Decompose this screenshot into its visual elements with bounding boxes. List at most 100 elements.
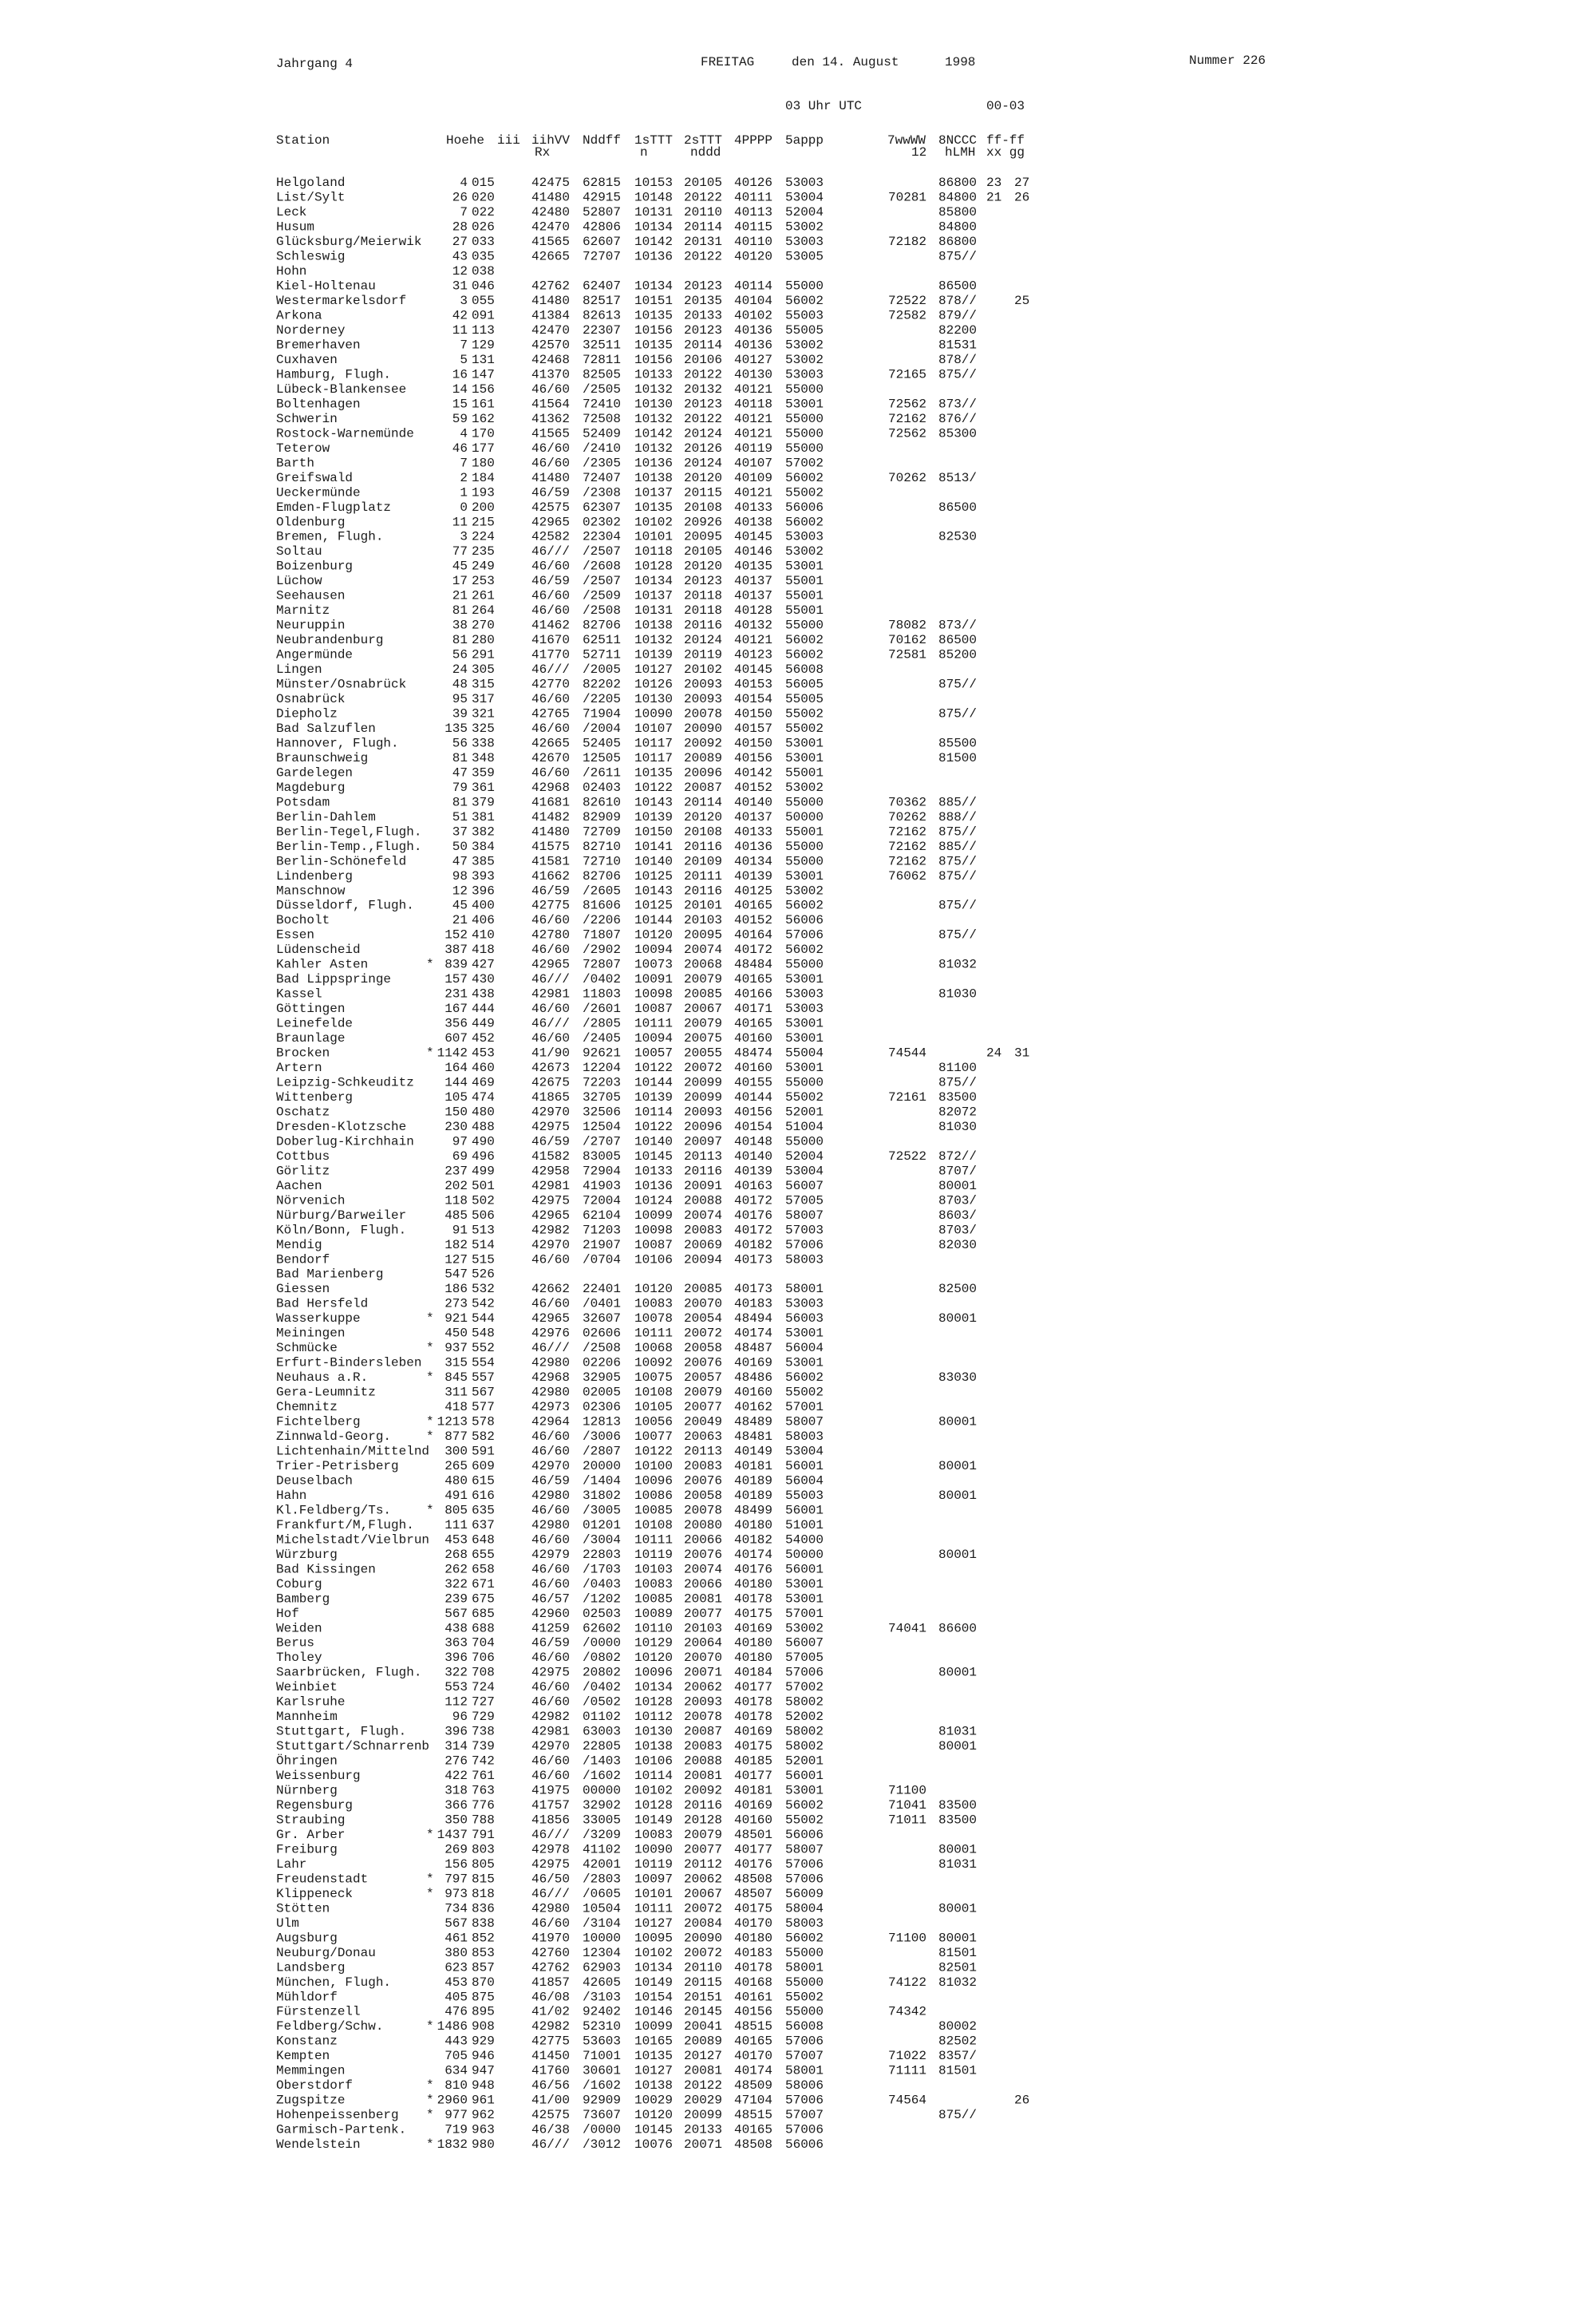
nddff: 73607	[583, 2108, 621, 2122]
iihvv: 46/60	[531, 589, 570, 603]
temp-2: 20088	[684, 1193, 722, 1208]
iihvv: 46/60	[531, 1916, 570, 1931]
pressure: 40178	[734, 1591, 772, 1606]
temp-2: 20095	[684, 928, 722, 943]
station-mark: *	[426, 1429, 434, 1444]
tendency: 52004	[785, 1149, 824, 1164]
station-id: 147	[472, 367, 495, 382]
nddff: 72904	[583, 1164, 621, 1178]
iihvv: 46/60	[531, 1680, 570, 1694]
tendency: 57002	[785, 1680, 824, 1694]
pressure: 40146	[734, 544, 772, 559]
weather: 72162	[888, 412, 926, 426]
pressure: 40156	[734, 1105, 772, 1119]
height: 26	[452, 191, 468, 205]
height: 43	[452, 250, 468, 264]
tendency: 53002	[785, 1621, 824, 1635]
station-id: 022	[472, 205, 495, 219]
nddff: /1703	[583, 1562, 621, 1576]
station: Hohenpeissenberg	[276, 2108, 399, 2122]
station: Düsseldorf, Flugh.	[276, 899, 414, 913]
clouds: 875//	[938, 824, 977, 839]
iihvv: 41865	[531, 1090, 570, 1105]
station-mark: *	[426, 2108, 434, 2122]
temp-2: 20093	[684, 692, 722, 706]
station: Stötten	[276, 1901, 330, 1916]
temp-1: 10090	[634, 1842, 673, 1856]
temp-2: 20099	[684, 1075, 722, 1089]
tendency: 58007	[785, 1415, 824, 1429]
nddff: 72807	[583, 958, 621, 972]
station: Marnitz	[276, 603, 330, 618]
height: 314	[444, 1739, 468, 1753]
nddff: 02206	[583, 1356, 621, 1370]
temp-1: 10140	[634, 854, 673, 868]
station: Seehausen	[276, 589, 345, 603]
height: 127	[444, 1252, 468, 1267]
height: 322	[444, 1577, 468, 1591]
height: 937	[444, 1341, 468, 1355]
temp-2: 20115	[684, 1975, 722, 1990]
pressure: 40176	[734, 1562, 772, 1576]
tendency: 56004	[785, 1341, 824, 1355]
station-id: 591	[472, 1444, 495, 1458]
height: 422	[444, 1769, 468, 1783]
pressure: 40118	[734, 397, 772, 411]
date: den 14. August	[792, 55, 899, 69]
iihvv: 42968	[531, 781, 570, 795]
weather: 70281	[888, 191, 926, 205]
temp-1: 10156	[634, 323, 673, 338]
clouds: 875//	[938, 869, 977, 884]
height: 12	[452, 884, 468, 898]
temp-1: 10135	[634, 765, 673, 780]
iihvv: 46/60	[531, 1754, 570, 1769]
tendency: 56006	[785, 913, 824, 927]
temp-2: 20108	[684, 500, 722, 515]
height: 4	[460, 426, 468, 441]
height: 230	[444, 1120, 468, 1134]
station: Würzburg	[276, 1548, 338, 1562]
height: 461	[444, 1931, 468, 1945]
temp-1: 10154	[634, 1990, 673, 2004]
station-id: 724	[472, 1680, 495, 1694]
station-id: 552	[472, 1341, 495, 1355]
clouds: 82530	[938, 530, 977, 544]
tendency: 55000	[785, 1946, 824, 1960]
clouds: 81501	[938, 2064, 977, 2078]
station: Öhringen	[276, 1753, 338, 1769]
station: Schwerin	[276, 412, 338, 426]
temp-2: 20066	[684, 1577, 722, 1591]
station: Barth	[276, 456, 314, 470]
nddff: 02503	[583, 1607, 621, 1621]
height: 607	[444, 1031, 468, 1046]
height: 315	[444, 1356, 468, 1370]
pressure: 40172	[734, 1223, 772, 1237]
pressure: 40183	[734, 1297, 772, 1311]
pressure: 40134	[734, 854, 772, 868]
tendency: 52001	[785, 1754, 824, 1769]
tendency: 58001	[785, 2064, 824, 2078]
pressure: 40169	[734, 1725, 772, 1739]
tendency: 55000	[785, 382, 824, 397]
weather: 70262	[888, 810, 926, 824]
nddff: 10000	[583, 1931, 621, 1945]
height: 265	[444, 1459, 468, 1473]
iihvv: 41970	[531, 1931, 570, 1945]
station: Mühldorf	[276, 1990, 338, 2004]
height: 0	[460, 500, 468, 515]
iihvv: 42981	[531, 987, 570, 1002]
temp-2: 20124	[684, 456, 722, 470]
tendency: 55000	[785, 795, 824, 809]
wind-xx: 23	[986, 176, 1001, 190]
iihvv: 42468	[531, 353, 570, 367]
station-id: 908	[472, 2019, 495, 2034]
station: Kahler Asten	[276, 958, 368, 972]
pressure: 47104	[734, 2093, 772, 2108]
station: Berlin-Temp.,Flugh.	[276, 840, 421, 854]
pressure: 40178	[734, 1710, 772, 1724]
station-id: 261	[472, 589, 495, 603]
station-id: 499	[472, 1164, 495, 1178]
station-id: 513	[472, 1223, 495, 1237]
temp-2: 20113	[684, 1444, 722, 1458]
temp-2: 20118	[684, 589, 722, 603]
